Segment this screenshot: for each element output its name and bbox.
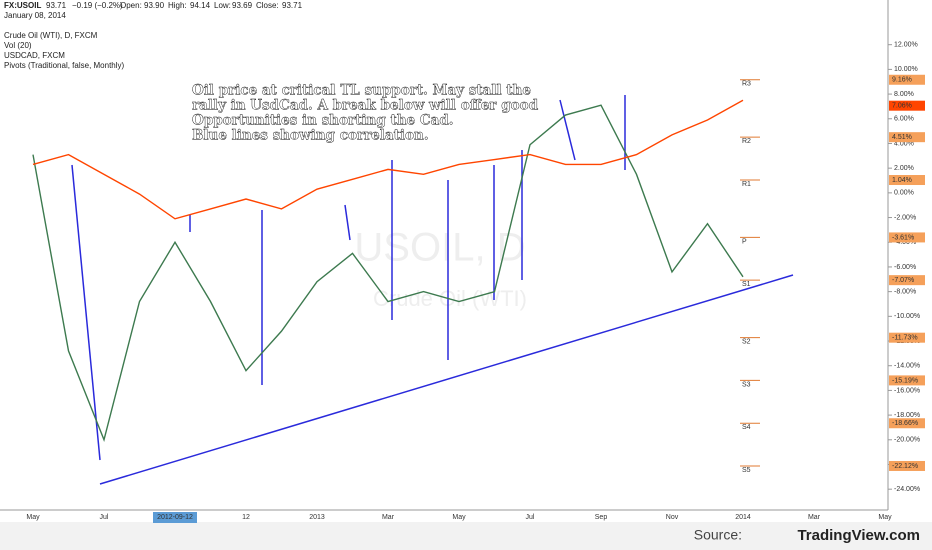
source-label: Source: [694,527,742,543]
pivot-tag [889,275,925,286]
pivot-tag-label: -15.19% [892,377,918,384]
series-line [32,99,744,220]
pivot-name: S4 [742,424,751,431]
y-tick-label: 2.00% [894,165,914,172]
pivot-tag-label: 4.51% [892,134,912,141]
correlation-lines [71,95,794,485]
x-tick-label: 2014 [735,514,751,521]
x-tick-label: Jul [526,514,535,521]
pivot-tag [889,132,925,143]
pivot-name: R2 [742,138,751,145]
x-tick-label: 12 [242,514,250,521]
open-label: Open: [120,1,142,10]
legend-text: Crude Oil (WTI), D, FXCM [4,31,98,40]
pivot-name: S2 [742,339,751,346]
y-tick-label: -8.00% [894,288,916,295]
x-tick-label: May [452,514,466,521]
footer-bar [0,522,932,550]
legend-text: USDCAD, FXCM [4,51,65,60]
y-tick-label: 10.00% [894,66,918,73]
y-tick-label: -14.00% [894,363,920,370]
annotation: Blue lines showing correlation. [192,128,429,144]
legend-text: Pivots (Traditional, false, Monthly) [4,61,125,70]
change: −0.19 (−0.2%) [72,1,123,10]
last-tag-label: 7.06% [892,103,912,110]
y-tick-label: -2.00% [894,214,916,221]
close-label: Close: [256,1,279,10]
pivot-tag-label: -7.07% [892,277,914,284]
x-tick-label: May [26,514,40,521]
pivot-tag-label: 1.04% [892,177,912,184]
legend-text: Vol (20) [4,41,32,50]
annotation: Oil price at critical TL support. May st… [192,83,531,99]
y-tick-label: -20.00% [894,437,920,444]
y-tick-label: -24.00% [894,486,920,493]
y-tick-label: -10.00% [894,313,920,320]
x-tick-label: 2012-09-12 [157,514,193,521]
pivot-name: R1 [742,181,751,188]
symbol: FX:USOIL [4,1,41,10]
pivot-name: P [742,238,747,245]
y-tick-label: -6.00% [894,264,916,271]
pivot-tag [889,418,925,429]
pivot-tag [889,332,925,343]
series-line [32,104,744,443]
pivot-name: S3 [742,381,751,388]
pivot-tag [889,375,925,386]
pivot-tag [889,460,925,471]
y-tick-label: 8.00% [894,91,914,98]
y-tick-label: 4.00% [894,140,914,147]
pivot-tag-label: -22.12% [892,463,918,470]
close: 93.71 [282,1,303,10]
pivot-name: R3 [742,81,751,88]
x-tick-label: Jul [100,514,109,521]
last-tag [889,100,925,111]
open: 93.90 [144,1,165,10]
watermark: USOIL, D [354,226,525,270]
last: 93.71 [46,1,67,10]
date: January 08, 2014 [4,11,66,20]
low-label: Low: [214,1,231,10]
x-tick-label: Nov [666,514,679,521]
pivot-tag [889,175,925,186]
y-tick-label: 12.00% [894,42,918,49]
pivot-tag-label: -3.61% [892,234,914,241]
pivot-tag [889,232,925,243]
high: 94.14 [190,1,211,10]
annotation: rally in UsdCad. A break below will offe… [192,98,539,114]
crosshair-date-bg [153,512,197,523]
source-site: TradingView.com [797,527,920,544]
x-tick-label: Sep [595,514,608,521]
pivot-tag-label: 9.16% [892,77,912,84]
y-tick-label: 0.00% [894,190,914,197]
low: 93.69 [232,1,253,10]
y-tick-label: -16.00% [894,387,920,394]
y-tick-label: -18.00% [894,412,920,419]
x-tick-label: May [878,514,892,521]
annotation: Opportunities in shorting the Cad. [192,113,453,129]
y-tick-label: 6.00% [894,116,914,123]
y-tick-label: -4.00% [894,239,916,246]
x-tick-label: 2013 [309,514,325,521]
pivot-name: S5 [742,467,751,474]
pivot-tag-label: -18.66% [892,420,918,427]
pivot-name: S1 [742,281,751,288]
high-label: High: [168,1,187,10]
pivot-tag-label: -11.73% [892,335,918,342]
x-tick-label: Mar [808,514,821,521]
pivot-tag [889,74,925,85]
x-tick-label: Mar [382,514,395,521]
